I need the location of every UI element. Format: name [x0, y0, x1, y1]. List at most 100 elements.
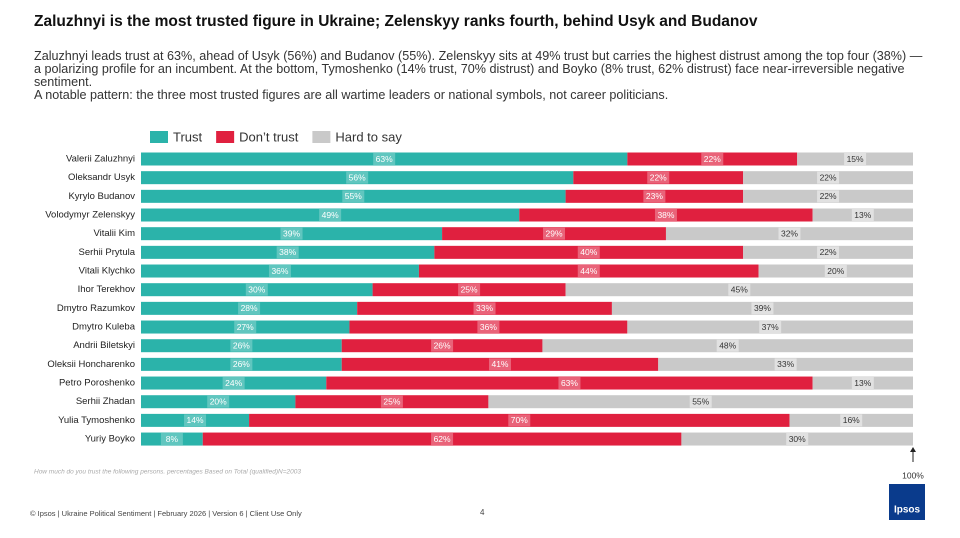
bar-segment: [743, 171, 913, 185]
bar-segment: [573, 171, 744, 185]
value-label: 27%: [237, 322, 254, 332]
value-label-box: [431, 433, 454, 446]
value-label-box: [184, 414, 207, 427]
bar-segment: [341, 339, 543, 353]
value-label: 24%: [225, 378, 242, 388]
value-label-box: [342, 190, 365, 203]
value-label-box: [234, 321, 257, 334]
value-label-box: [160, 433, 183, 446]
value-label-box: [759, 321, 782, 334]
bar-segment: [141, 283, 373, 297]
y-tick-label: Dmytro Razumkov: [57, 303, 135, 314]
value-label-box: [817, 171, 840, 184]
legend-swatch: [216, 131, 235, 143]
value-label-box: [230, 339, 253, 352]
value-label-box: [458, 283, 481, 296]
value-label: 36%: [271, 266, 288, 276]
bar-segment: [141, 189, 566, 203]
legend-label: Don’t trust: [239, 129, 299, 144]
value-label-box: [844, 153, 867, 165]
value-label: 22%: [820, 247, 837, 257]
value-label: 20%: [827, 266, 844, 276]
y-tick-label: Vitali Klychko: [79, 266, 135, 277]
bar-segment: [141, 301, 358, 315]
value-label: 56%: [349, 172, 366, 182]
value-label-box: [577, 265, 600, 278]
value-label: 41%: [491, 359, 508, 369]
value-label-box: [558, 377, 581, 390]
bar-segment: [141, 339, 342, 353]
bar-segment: [141, 171, 574, 185]
y-tick-label: Petro Poroshenko: [59, 378, 135, 389]
value-label: 23%: [646, 191, 663, 201]
bar-segment: [812, 208, 913, 222]
bar-segment: [141, 357, 342, 371]
value-label-box: [207, 395, 230, 408]
logo: Ipsos: [894, 505, 921, 516]
y-tick-label: Oleksandr Usyk: [68, 172, 135, 183]
y-tick-label: Dmytro Kuleba: [72, 322, 136, 333]
value-label: 25%: [383, 396, 400, 406]
legend-label: Trust: [173, 129, 203, 144]
bar-segment: [758, 264, 913, 278]
value-label: 70%: [511, 415, 528, 425]
chart-note: How much do you trust the following pers…: [34, 469, 301, 476]
bar-segment: [665, 227, 913, 241]
value-label: 15%: [847, 154, 864, 164]
value-label: 63%: [561, 378, 578, 388]
value-label-box: [543, 227, 566, 240]
value-label: 14%: [187, 415, 204, 425]
value-label: 39%: [283, 228, 300, 238]
value-label: 63%: [376, 154, 393, 164]
bar-segment: [743, 245, 913, 259]
y-tick-label: Vitalii Kim: [93, 228, 135, 239]
value-label-box: [276, 246, 299, 259]
logo-box: [889, 484, 925, 520]
value-label: 22%: [650, 172, 667, 182]
bar-segment: [295, 395, 489, 409]
bar-segment: [627, 320, 913, 334]
value-label-box: [728, 283, 751, 296]
value-label: 22%: [820, 172, 837, 182]
value-label-box: [373, 153, 396, 165]
paragraph: Zaluzhnyi leads trust at 63%, ahead of U…: [34, 49, 923, 89]
value-label-box: [774, 358, 797, 371]
value-label-box: [851, 209, 874, 222]
bar-segment: [418, 264, 759, 278]
value-label-box: [380, 395, 403, 408]
paragraph: A notable pattern: the three most truste…: [34, 88, 669, 102]
value-label-box: [477, 321, 500, 334]
value-label: 37%: [762, 322, 779, 332]
bar-segment: [797, 152, 913, 166]
value-label: 28%: [241, 303, 258, 313]
y-tick-label: Yuriy Boyko: [85, 434, 135, 445]
y-tick-label: Yulia Tymoshenko: [58, 415, 135, 426]
value-label: 32%: [781, 228, 798, 238]
slide-title: Zaluzhnyi is the most trusted figure in …: [34, 13, 758, 30]
bar-segment: [141, 320, 350, 334]
value-label: 13%: [854, 378, 871, 388]
legend-swatch: [150, 131, 168, 143]
value-label-box: [716, 339, 739, 352]
x-tick-label: 100%: [902, 470, 924, 480]
bar-segment: [743, 189, 913, 203]
value-label-box: [577, 246, 600, 259]
y-tick-label: Serhii Zhadan: [76, 396, 135, 407]
bar-segment: [442, 227, 666, 241]
bar-segment: [519, 208, 813, 222]
value-label: 55%: [692, 396, 709, 406]
y-tick-label: Oleksii Honcharenko: [47, 359, 135, 370]
bar-segment: [372, 283, 566, 297]
bar-segment: [357, 301, 612, 315]
y-tick-label: Volodymyr Zelenskyy: [45, 210, 135, 221]
bar-segment: [141, 245, 435, 259]
value-label: 48%: [719, 340, 736, 350]
value-label-box: [238, 302, 261, 315]
y-tick-label: Serhii Prytula: [79, 247, 136, 258]
value-label: 49%: [322, 210, 339, 220]
bar-segment: [349, 320, 628, 334]
value-label-box: [508, 414, 531, 427]
value-label: 40%: [580, 247, 597, 257]
value-label: 13%: [854, 210, 871, 220]
